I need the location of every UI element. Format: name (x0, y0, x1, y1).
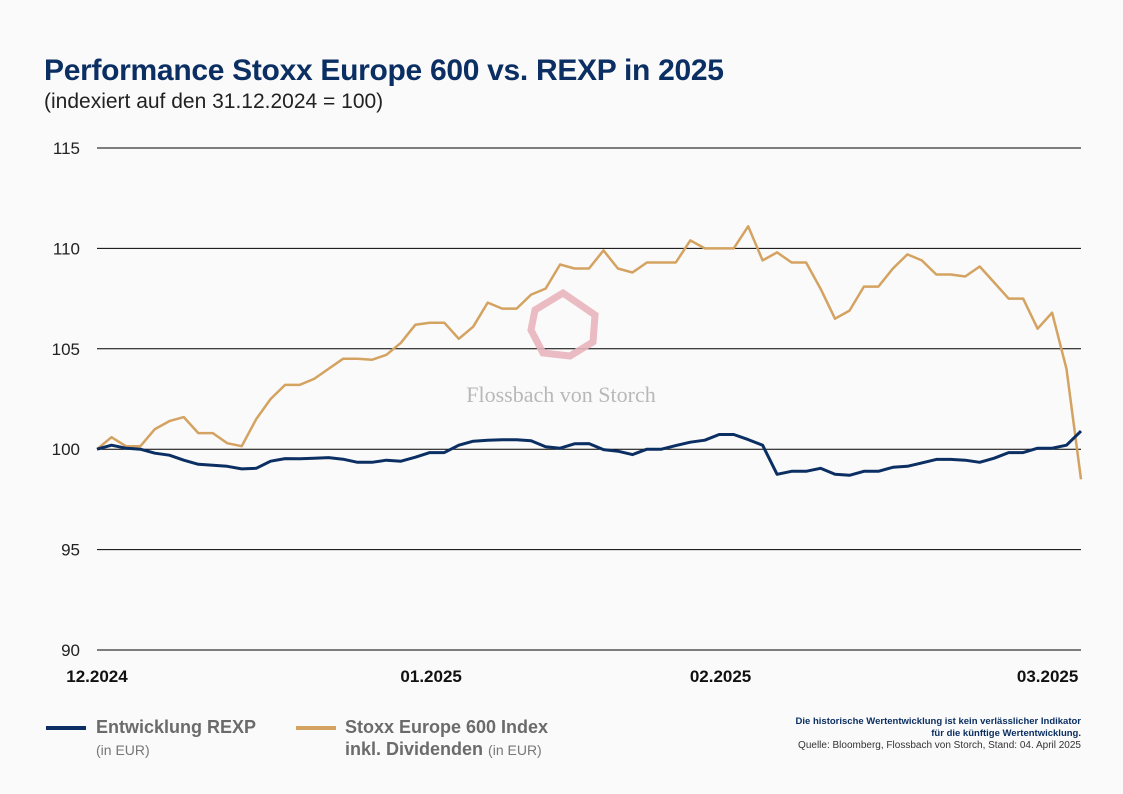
y-axis: 90 95 100 105 110 115 (52, 139, 80, 660)
x-tick-label: 02.2025 (690, 667, 751, 686)
y-tick-label: 90 (61, 641, 80, 660)
legend-unit-stoxx: (in EUR) (488, 742, 542, 758)
x-tick-label: 12.2024 (66, 667, 128, 686)
watermark-text: Flossbach von Storch (466, 382, 655, 407)
disclaimer-line-2: für die künftige Wertentwicklung. (931, 728, 1081, 739)
footnote: Die historische Wertentwicklung ist kein… (796, 716, 1081, 752)
legend-unit-rexp: (in EUR) (96, 742, 150, 758)
source-note: Quelle: Bloomberg, Flossbach von Storch,… (798, 740, 1081, 751)
y-tick-label: 105 (52, 340, 80, 359)
y-tick-label: 100 (52, 440, 80, 459)
legend-item-rexp: Entwicklung REXP (in EUR) (96, 716, 256, 761)
y-tick-label: 110 (53, 239, 80, 258)
watermark-heptagon-icon (527, 288, 599, 360)
legend-item-stoxx: Stoxx Europe 600 Index inkl. Dividenden … (345, 716, 548, 761)
series-lines (96, 225, 1083, 480)
gridlines (97, 147, 1081, 651)
legend-label-stoxx-2: inkl. Dividenden (345, 739, 484, 759)
disclaimer-line-1: Die historische Wertentwicklung ist kein… (795, 716, 1081, 727)
watermark-logo: Flossbach von Storch (466, 288, 656, 407)
chart-title: Performance Stoxx Europe 600 vs. REXP in… (44, 54, 724, 87)
x-tick-label: 01.2025 (400, 667, 461, 686)
series-line-stoxx (96, 225, 1083, 480)
legend-label-rexp: Entwicklung REXP (96, 717, 257, 737)
series-line-rexp (96, 430, 1083, 477)
y-tick-label: 95 (61, 541, 80, 560)
legend-swatch-stoxx (296, 726, 336, 730)
x-tick-label: 03.2025 (1017, 667, 1078, 686)
x-axis: 12.2024 01.2025 02.2025 03.2025 (66, 667, 1078, 686)
legend-swatch-rexp (46, 726, 86, 730)
legend-label-stoxx-1: Stoxx Europe 600 Index (345, 717, 549, 737)
y-tick-label: 115 (53, 139, 80, 158)
chart-subtitle: (indexiert auf den 31.12.2024 = 100) (44, 90, 384, 113)
